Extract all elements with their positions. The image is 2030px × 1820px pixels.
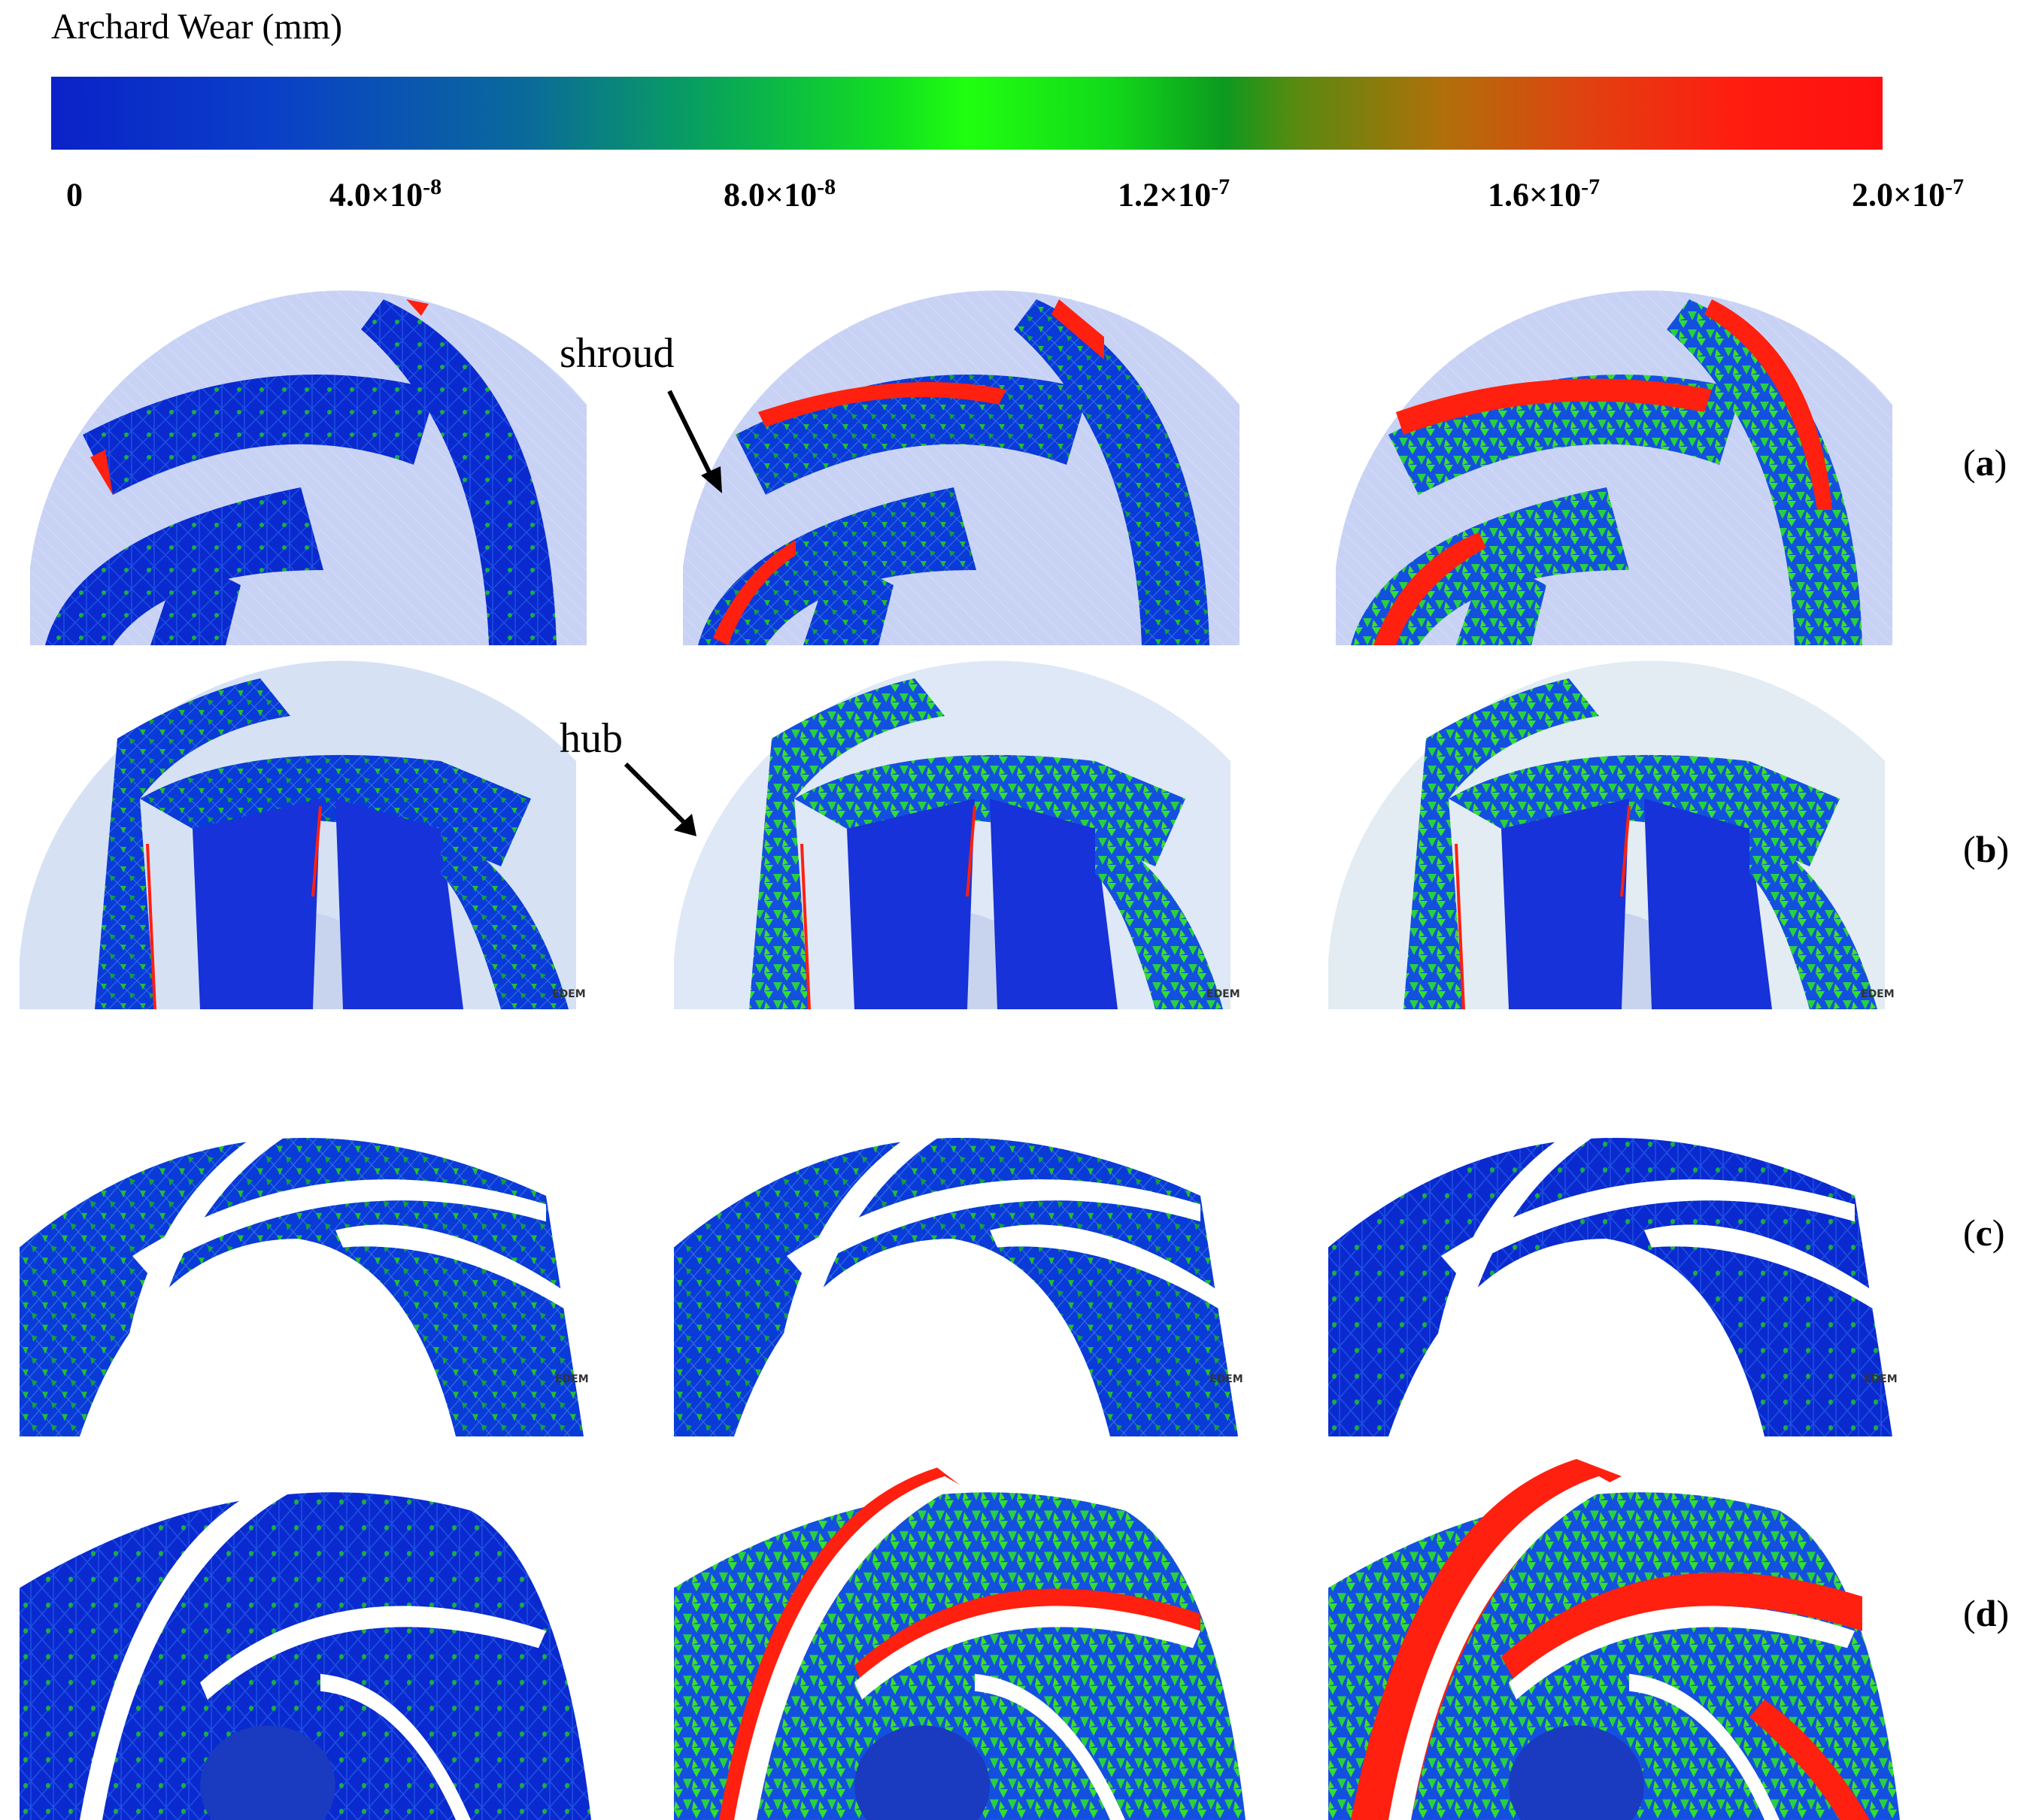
colorbar-tick-1: 4.0×10-8	[329, 174, 442, 214]
hub-arrow-icon	[624, 762, 696, 836]
impeller-view-c3	[1328, 1101, 1892, 1436]
panel-a-2	[683, 284, 1255, 645]
impeller-view-c2	[674, 1101, 1238, 1436]
panel-a-1	[30, 284, 602, 645]
edem-watermark: EDEM	[552, 988, 586, 1000]
colorbar-tick-3: 1.2×10-7	[1118, 174, 1230, 214]
impeller-shroud-view-a2	[683, 290, 1240, 645]
colorbar-gradient	[51, 77, 1883, 150]
panel-d-3	[1328, 1459, 1900, 1820]
shroud-arrow-icon	[667, 390, 722, 493]
row-label-a: (a)	[1963, 441, 2007, 484]
colorbar-tick-0: 0	[66, 176, 83, 214]
colorbar-tick-4: 1.6×10-7	[1488, 174, 1601, 214]
impeller-hub-view-b2	[674, 660, 1230, 1009]
row-label-b: (b)	[1963, 828, 2010, 870]
panel-b-3: EDEM	[1328, 648, 1900, 1009]
panel-d-1	[20, 1459, 591, 1820]
shroud-annotation: shroud	[560, 330, 675, 377]
panel-b-1: EDEM	[20, 648, 591, 1009]
impeller-shroud-view-a3	[1336, 290, 1892, 645]
panel-a-3	[1336, 284, 1907, 645]
panel-c-1: EDEM	[20, 1075, 591, 1436]
edem-watermark: EDEM	[1209, 1373, 1243, 1385]
impeller-view-d1	[20, 1476, 591, 1820]
colorbar-tick-5: 2.0×10-7	[1852, 174, 1965, 214]
impeller-view-d3	[1328, 1459, 1900, 1820]
impeller-view-d2	[674, 1467, 1246, 1820]
panel-b-2: EDEM	[674, 648, 1246, 1009]
row-label-c: (c)	[1963, 1212, 2005, 1254]
impeller-hub-view-b3	[1328, 660, 1885, 1009]
edem-watermark: EDEM	[1861, 988, 1895, 1000]
panel-c-3: EDEM	[1328, 1075, 1900, 1436]
impeller-shroud-view-a1	[30, 290, 587, 645]
row-label-d: (d)	[1963, 1592, 2010, 1634]
colorbar-title: Archard Wear (mm)	[51, 7, 343, 47]
impeller-view-c1	[20, 1101, 584, 1436]
edem-watermark: EDEM	[555, 1373, 589, 1385]
edem-watermark: EDEM	[1864, 1373, 1898, 1385]
edem-watermark: EDEM	[1206, 988, 1240, 1000]
panel-d-2	[674, 1459, 1246, 1820]
colorbar-tick-2: 8.0×10-8	[724, 174, 836, 214]
impeller-hub-view-b1	[20, 660, 576, 1009]
panel-c-2: EDEM	[674, 1075, 1246, 1436]
hub-annotation: hub	[560, 715, 623, 762]
